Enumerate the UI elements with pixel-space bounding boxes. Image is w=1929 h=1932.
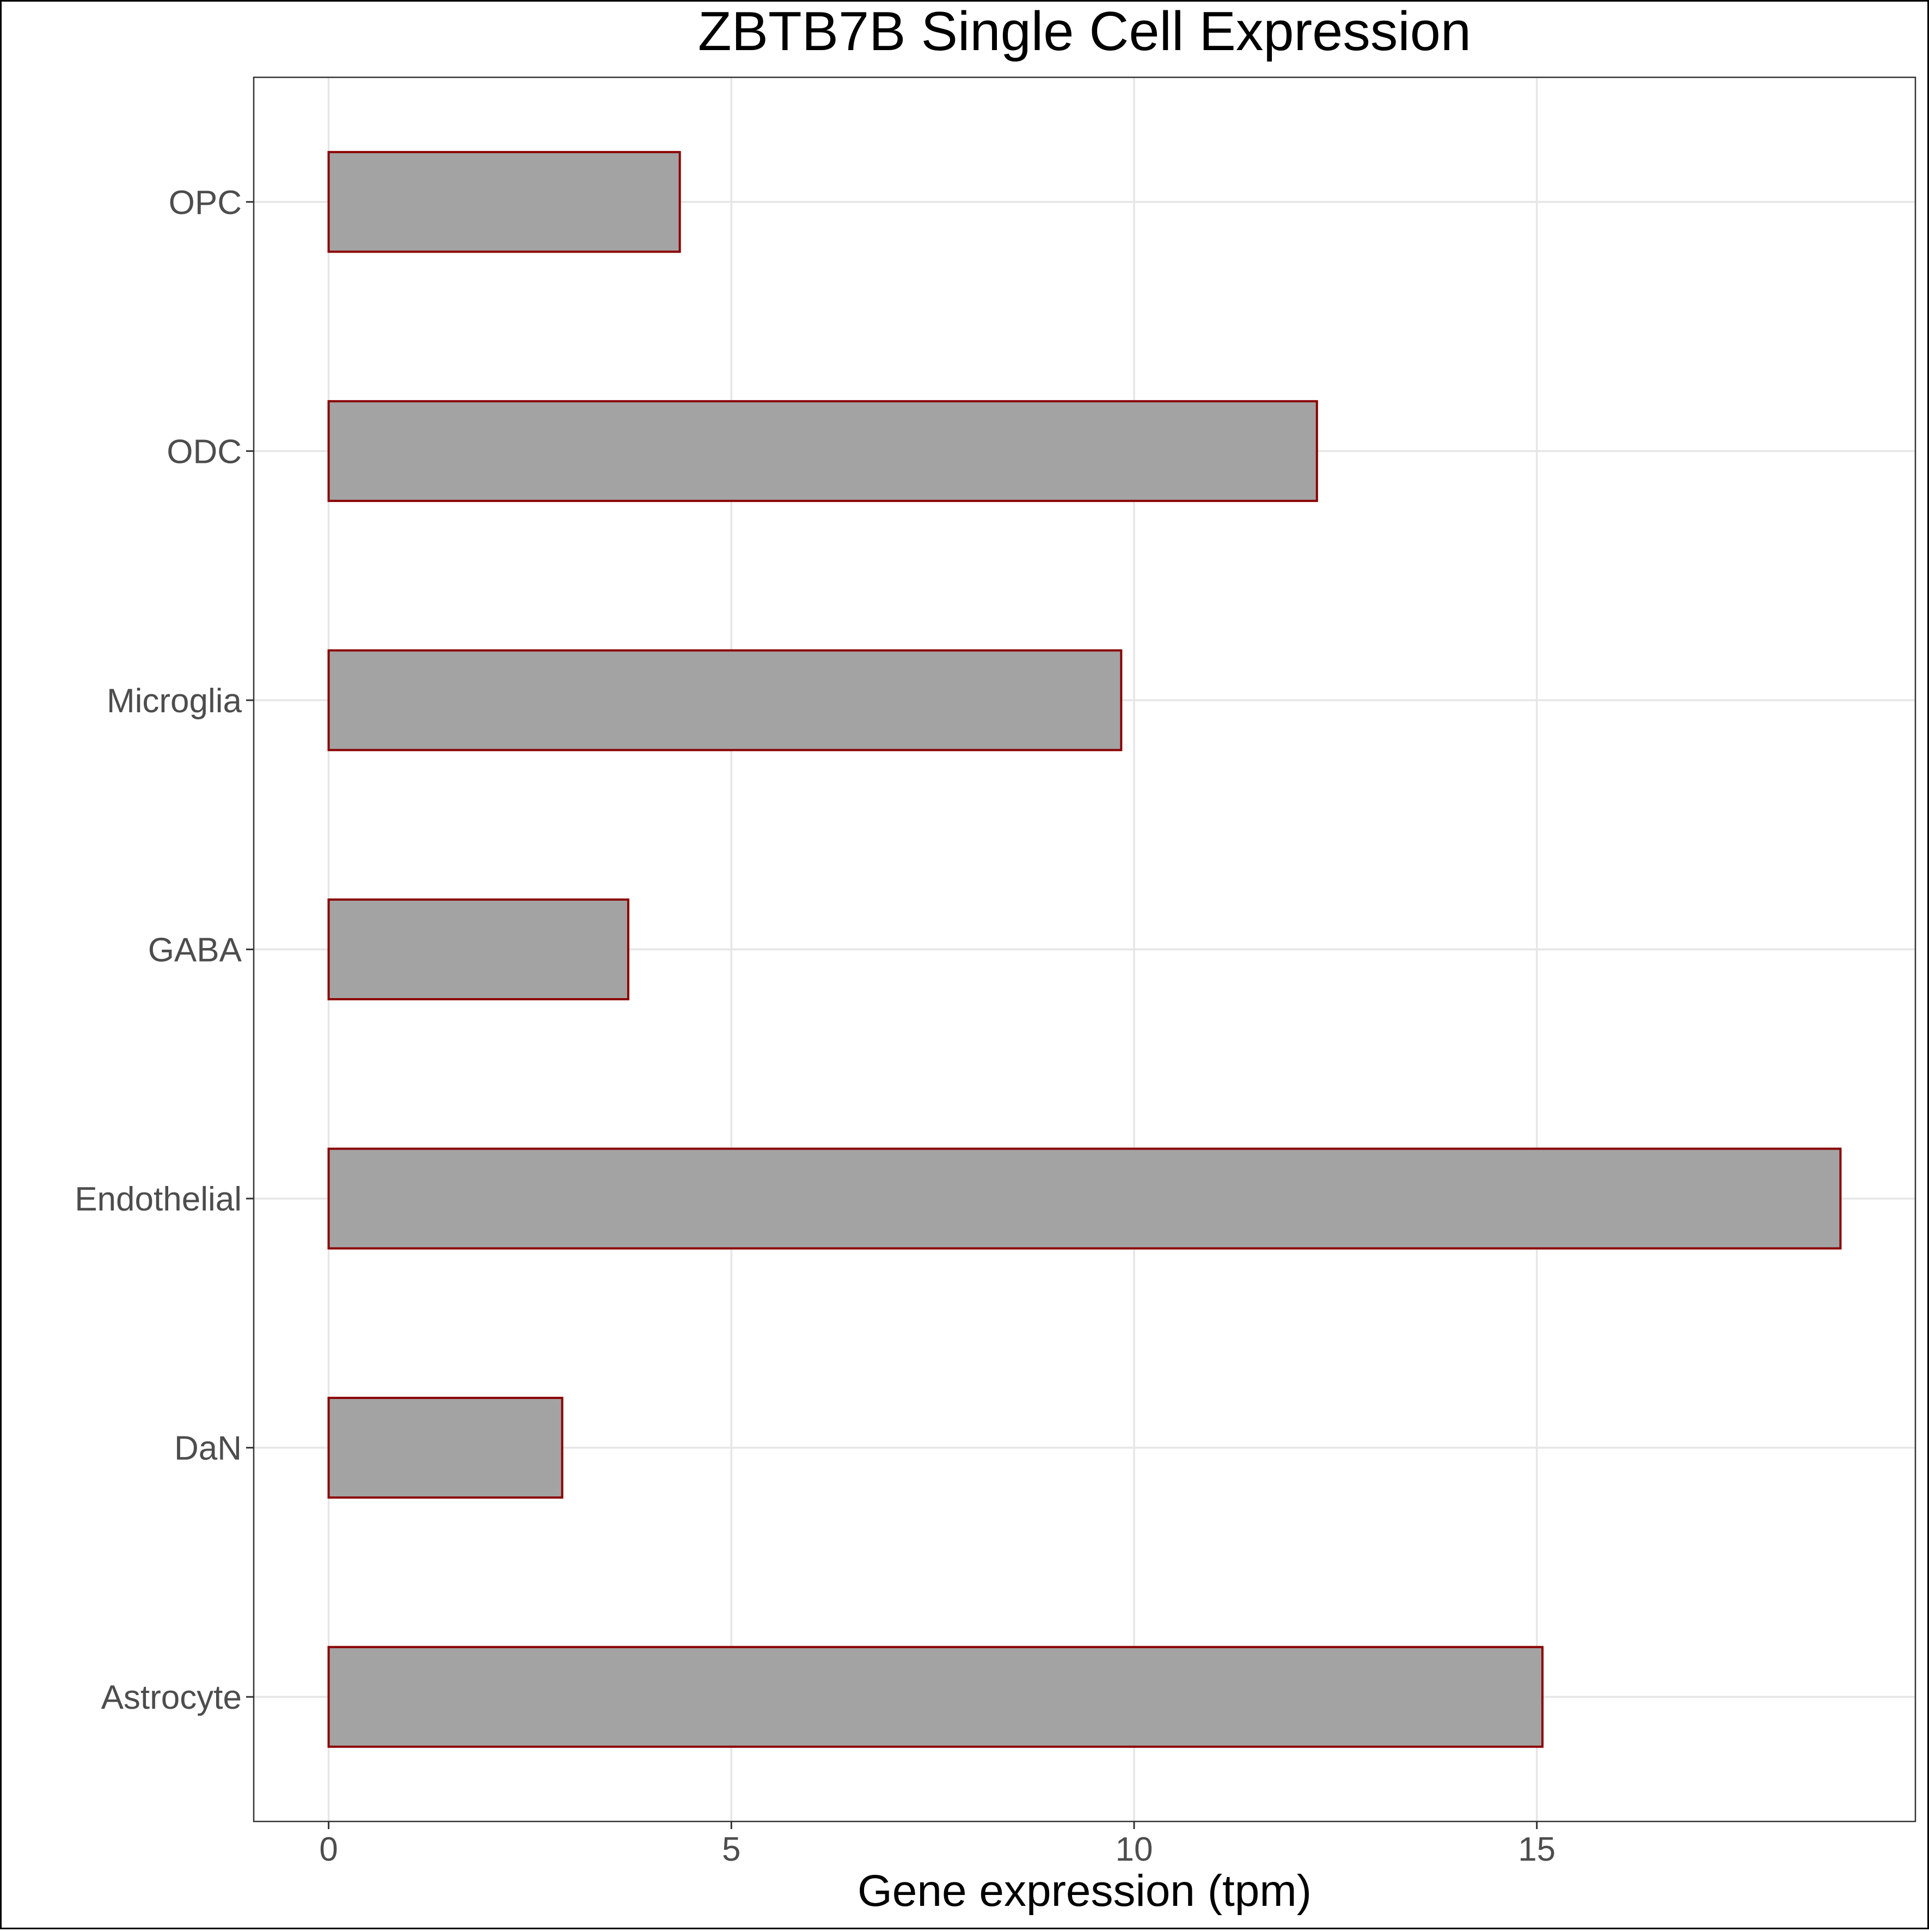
x-tick-label: 5	[722, 1831, 740, 1868]
bars	[327, 151, 1842, 1748]
bar-astrocyte	[327, 1646, 1544, 1748]
chart-title: ZBTB7B Single Cell Expression	[698, 1, 1471, 62]
bar-endothelial	[327, 1147, 1842, 1250]
x-axis: 0 5 10 15	[319, 1821, 1556, 1868]
y-tick-label: Endothelial	[75, 1181, 242, 1218]
bar-dan	[327, 1397, 564, 1499]
x-tick-label: 10	[1115, 1831, 1153, 1868]
y-tick-label: Astrocyte	[101, 1679, 242, 1716]
bar-opc	[327, 151, 681, 253]
y-tick-label: GABA	[148, 932, 242, 969]
y-tick-label: OPC	[169, 184, 242, 222]
y-axis: Astrocyte DaN Endothelial GABA Microglia ODC O…	[75, 184, 254, 1716]
x-tick-label: 0	[319, 1831, 338, 1868]
x-axis-title: Gene expression (tpm)	[858, 1866, 1312, 1916]
y-tick-label: Microglia	[107, 682, 242, 720]
bar-microglia	[327, 649, 1123, 751]
bar-gaba	[327, 898, 629, 1001]
bar-odc	[327, 400, 1318, 502]
x-tick-label: 15	[1518, 1831, 1556, 1868]
y-tick-label: ODC	[167, 433, 242, 470]
y-tick-label: DaN	[174, 1430, 242, 1468]
